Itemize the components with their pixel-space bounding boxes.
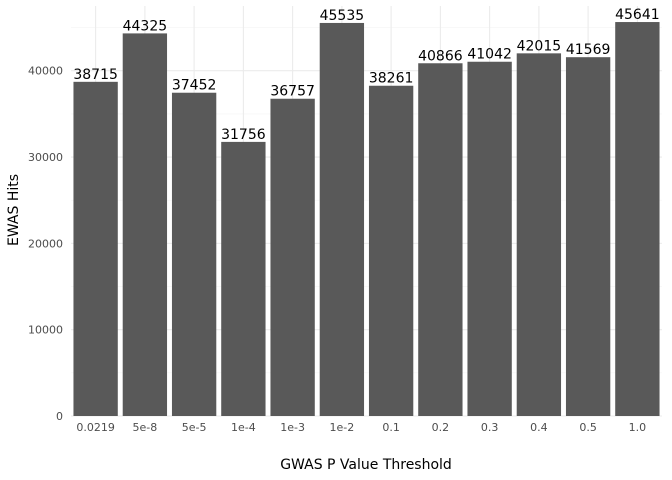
y-axis-ticks: 0 10000 20000 30000 40000 [28, 65, 63, 423]
bar-value-label: 41569 [566, 42, 611, 58]
x-tick-label: 1.0 [629, 421, 647, 434]
x-tick-label: 0.1 [382, 421, 400, 434]
bar-labels: 38715 44325 37452 31756 36757 45535 3826140866… [73, 7, 659, 143]
x-tick-label: 0.2 [432, 421, 450, 434]
bar [171, 92, 217, 416]
y-tick-label: 10000 [28, 324, 63, 337]
bar-value-label: 38261 [369, 71, 414, 87]
x-tick-label: 0.4 [530, 421, 548, 434]
bar [122, 33, 168, 416]
bar-value-label: 38715 [73, 67, 118, 83]
y-tick-label: 40000 [28, 65, 63, 78]
x-tick-label: 5e-5 [182, 421, 207, 434]
bar [615, 22, 660, 416]
y-tick-label: 30000 [28, 151, 63, 164]
bar [467, 61, 512, 416]
bar-value-label: 45535 [320, 8, 365, 24]
x-tick-label: 1e-3 [280, 421, 305, 434]
bar-value-label: 44325 [123, 18, 168, 34]
bar-value-label: 40866 [418, 48, 463, 64]
bar [565, 57, 611, 416]
bar-value-label: 36757 [270, 84, 315, 100]
x-axis-title: GWAS P Value Threshold [280, 457, 452, 473]
bar-value-label: 45641 [615, 7, 660, 23]
y-tick-label: 20000 [28, 237, 63, 250]
x-axis-ticks: 0.0219 5e-8 5e-5 1e-4 1e-3 1e-2 0.1 0.2 0.3 0.4 0.… [76, 421, 646, 434]
bar [418, 63, 463, 416]
bar [73, 81, 118, 416]
bar-value-label: 31756 [221, 127, 266, 143]
x-tick-label: 0.0219 [76, 421, 115, 434]
x-tick-label: 0.5 [579, 421, 597, 434]
x-tick-label: 1e-4 [231, 421, 256, 434]
x-tick-label: 5e-8 [133, 421, 158, 434]
bar-value-label: 42015 [517, 38, 562, 54]
bar [319, 22, 365, 416]
bar [221, 141, 266, 417]
bar-value-label: 37452 [172, 78, 217, 94]
bars [73, 22, 660, 417]
bar-value-label: 41042 [467, 47, 512, 63]
bar [368, 85, 414, 416]
bar [270, 98, 315, 416]
bar [516, 53, 562, 417]
y-axis-title: EWAS Hits [6, 174, 22, 246]
y-tick-label: 0 [56, 410, 63, 423]
x-tick-label: 1e-2 [330, 421, 355, 434]
x-tick-label: 0.3 [481, 421, 499, 434]
